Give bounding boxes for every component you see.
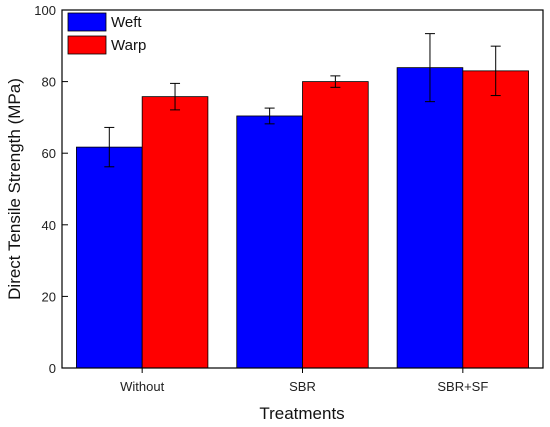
error-bar-warp-sbr [330, 75, 341, 88]
bar-warp-sbr [302, 81, 369, 369]
error-bar-weft-without [104, 126, 115, 168]
x-axis-title: Treatments [259, 404, 344, 423]
bar-weft-sbr [236, 115, 303, 369]
bar-warp-sbr-sf [462, 70, 529, 369]
bar-weft-sbr-sf [396, 67, 464, 369]
y-tick-label: 20 [42, 289, 56, 304]
x-tick-label: SBR+SF [437, 379, 488, 394]
legend-swatch-warp [67, 35, 107, 55]
legend-swatch-weft [67, 12, 107, 32]
x-tick-label: SBR [289, 379, 316, 394]
x-tick-label: Without [120, 379, 164, 394]
error-bar-weft-sbr-sf [424, 33, 435, 103]
y-axis: 0 20 40 60 80 100 [34, 3, 68, 376]
bar-weft-without [76, 146, 143, 369]
error-bar-warp-sbr-sf [490, 45, 501, 97]
legend: Weft Warp [67, 12, 146, 55]
y-tick-label: 100 [34, 3, 56, 18]
error-bar-warp-without [170, 82, 181, 111]
y-tick-label: 40 [42, 218, 56, 233]
y-tick-label: 80 [42, 75, 56, 90]
y-tick-label: 60 [42, 146, 56, 161]
error-bar-weft-sbr [264, 107, 275, 125]
y-tick-label: 0 [49, 361, 56, 376]
error-bars-group [104, 33, 501, 168]
bar-warp-without [141, 96, 209, 369]
y-axis-title: Direct Tensile Strength (MPa) [5, 78, 24, 300]
legend-label-warp: Warp [111, 37, 146, 54]
x-axis: Without SBR SBR+SF [120, 368, 488, 394]
bars-group [76, 67, 529, 369]
legend-label-weft: Weft [111, 14, 142, 31]
